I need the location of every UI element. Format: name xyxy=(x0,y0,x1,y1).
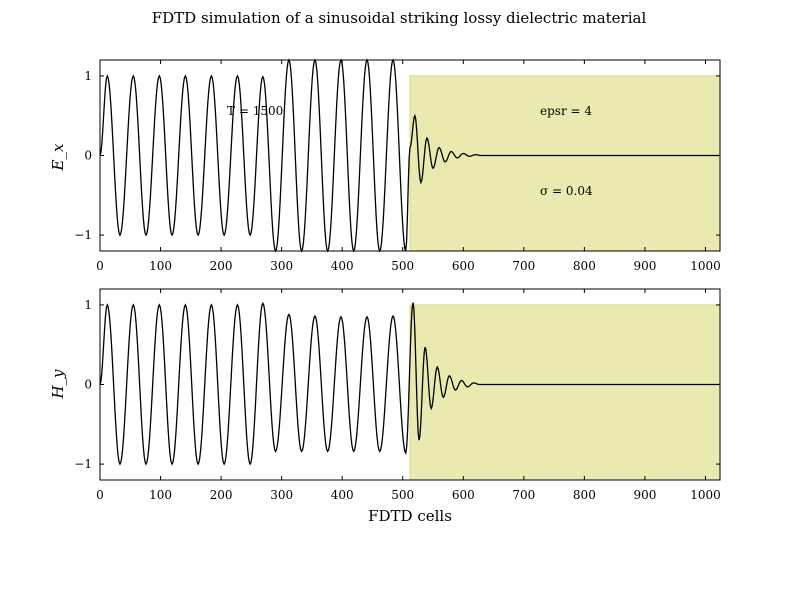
hy-y-ticks: −1 0 1 xyxy=(74,298,720,471)
hy-xtick-label: 400 xyxy=(331,488,354,502)
ex-xtick-label: 900 xyxy=(633,259,656,273)
hy-xtick-label: 600 xyxy=(452,488,475,502)
ex-xtick-label: 300 xyxy=(270,259,293,273)
x-axis-label: FDTD cells xyxy=(368,507,452,525)
hy-panel: 0 100 200 300 400 500 600 700 800 900 1000 −1 0 1 H_… xyxy=(49,288,721,525)
ex-xtick-label: 200 xyxy=(210,259,233,273)
ex-y-ticks: −1 0 1 xyxy=(74,69,720,242)
hy-xtick-label: 900 xyxy=(633,488,656,502)
hy-xtick-label: 800 xyxy=(573,488,596,502)
hy-ytick-label: 0 xyxy=(84,378,92,392)
ex-dielectric-rect xyxy=(409,75,721,252)
ex-xtick-label: 1000 xyxy=(690,259,721,273)
hy-dielectric-rect xyxy=(409,304,721,481)
hy-dielectric-region xyxy=(409,304,721,481)
ex-xtick-label: 500 xyxy=(391,259,414,273)
ex-dielectric-region xyxy=(409,75,721,252)
ex-ylabel: E_x xyxy=(49,143,67,171)
sigma-annotation: σ = 0.04 xyxy=(540,184,593,198)
ex-xtick-label: 700 xyxy=(512,259,535,273)
ex-line-0 xyxy=(99,58,720,253)
ex-panel: 0 100 200 300 400 500 600 700 800 900 1000 −1 0 1 E_… xyxy=(49,58,721,273)
chart-title: FDTD simulation of a sinusoidal striking… xyxy=(152,9,647,27)
ex-xtick-label: 100 xyxy=(149,259,172,273)
hy-ytick-label: 1 xyxy=(84,298,92,312)
ex-xtick-label: 600 xyxy=(452,259,475,273)
hy-xtick-label: 100 xyxy=(149,488,172,502)
hy-xtick-label: 700 xyxy=(512,488,535,502)
ex-xtick-label: 800 xyxy=(573,259,596,273)
hy-ylabel: H_y xyxy=(49,369,67,400)
ex-ytick-label: −1 xyxy=(74,228,92,242)
hy-xtick-label: 200 xyxy=(210,488,233,502)
ex-xtick-label: 400 xyxy=(331,259,354,273)
hy-xtick-label: 500 xyxy=(391,488,414,502)
ex-x-ticks: 0 100 200 300 400 500 600 700 800 900 1000 xyxy=(96,60,721,273)
hy-ytick-label: −1 xyxy=(74,457,92,471)
ex-xtick-label: 0 xyxy=(96,259,104,273)
hy-x-ticks: 0 100 200 300 400 500 600 700 800 900 1000 xyxy=(96,289,721,502)
hy-xtick-label: 0 xyxy=(96,488,104,502)
ex-series xyxy=(99,58,720,253)
time-annotation: T = 1500 xyxy=(227,104,283,118)
epsr-annotation: epsr = 4 xyxy=(540,104,592,118)
ex-ytick-label: 0 xyxy=(84,149,92,163)
hy-series xyxy=(99,301,720,466)
ex-ytick-label: 1 xyxy=(84,69,92,83)
hy-line-0 xyxy=(99,301,720,466)
hy-xtick-label: 1000 xyxy=(690,488,721,502)
hy-xtick-label: 300 xyxy=(270,488,293,502)
